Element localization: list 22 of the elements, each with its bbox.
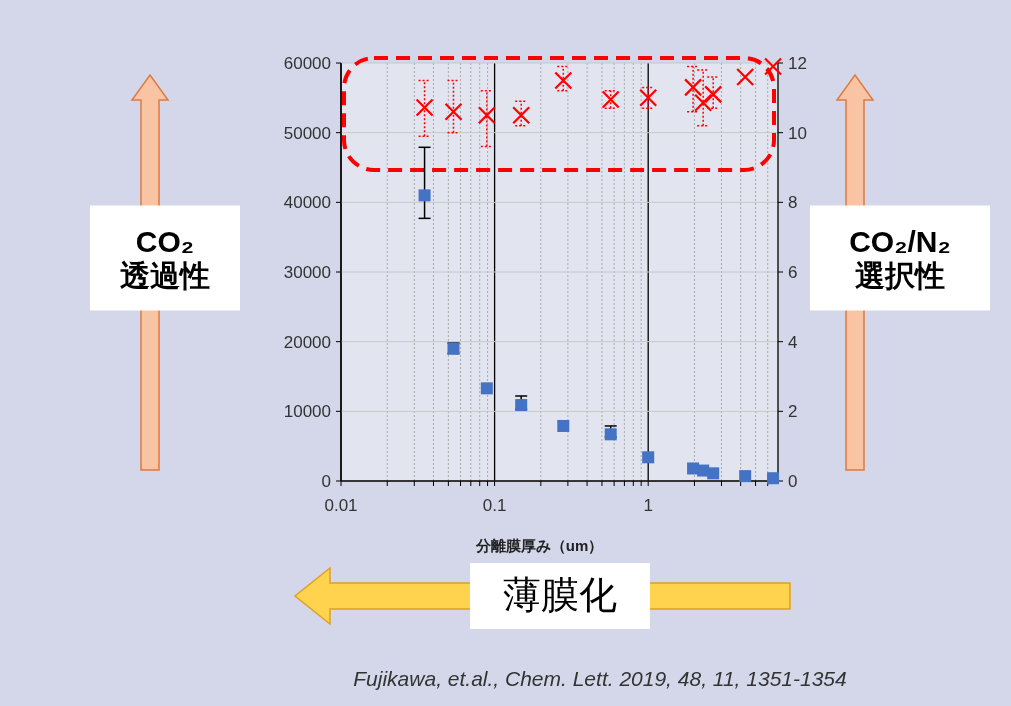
- y-tick-label: 40000: [283, 193, 331, 213]
- y-tick-label: 10000: [283, 402, 331, 422]
- y-tick-label: 20000: [283, 332, 331, 352]
- y2-tick-label: 4: [788, 332, 798, 352]
- x-tick-label: 0.1: [482, 496, 507, 515]
- y2-tick-label: 12: [788, 54, 807, 73]
- y2-tick-label: 2: [788, 402, 798, 422]
- y2-tick-label: 8: [788, 193, 798, 213]
- y2-tick-label: 10: [788, 123, 807, 143]
- y2-axis-title: CO₂/N₂ 選択性: [849, 224, 951, 293]
- x-tick-label: 0.01: [324, 496, 358, 515]
- y2-tick-label: 6: [788, 263, 798, 282]
- y-tick-label: 30000: [283, 263, 331, 282]
- y-tick-label: 60000: [283, 54, 331, 73]
- y-tick-label: 0: [321, 472, 331, 491]
- text: Fujikawa, et.al., Chem. Lett. 2019, 48, 11, 1351-1354: [353, 667, 847, 690]
- y-axis-title: CO₂ 透過性: [120, 224, 210, 293]
- y-tick-label: 50000: [283, 123, 331, 143]
- y2-tick-label: 0: [788, 472, 798, 491]
- text: 薄膜化: [503, 574, 617, 616]
- x-axis-title: 分離膜厚み（um）: [474, 537, 604, 554]
- x-tick-label: 1: [643, 496, 653, 515]
